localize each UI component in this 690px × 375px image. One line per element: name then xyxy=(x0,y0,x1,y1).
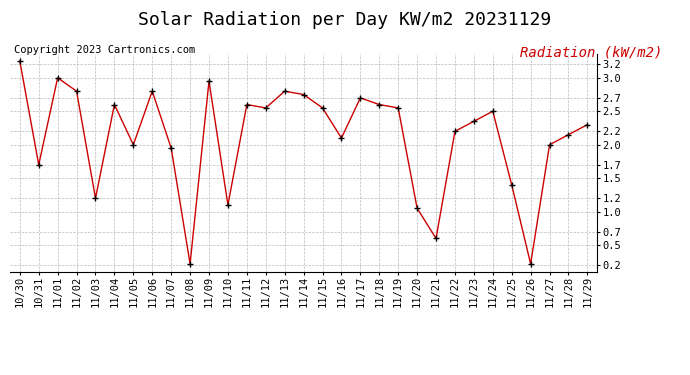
Text: Radiation (kW/m2): Radiation (kW/m2) xyxy=(520,45,662,59)
Text: Copyright 2023 Cartronics.com: Copyright 2023 Cartronics.com xyxy=(14,45,195,55)
Text: Solar Radiation per Day KW/m2 20231129: Solar Radiation per Day KW/m2 20231129 xyxy=(139,11,551,29)
